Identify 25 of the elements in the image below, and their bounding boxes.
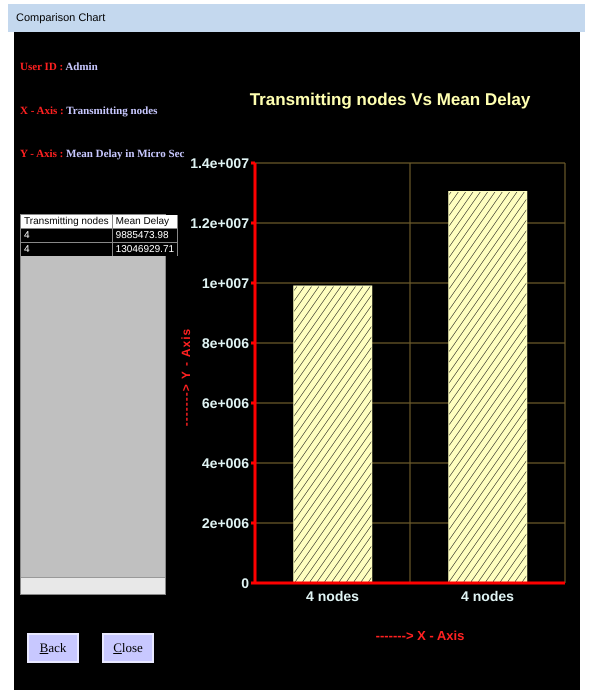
text: Back (40, 640, 66, 656)
text: Comparison Chart (8, 4, 585, 32)
text: 4 (21, 242, 112, 256)
text: 4 (21, 228, 112, 242)
text: Transmitting nodes (21, 215, 112, 228)
text: Close (113, 640, 143, 656)
y-tick-label: 4e+006 (202, 454, 250, 471)
chart-title: Transmitting nodes Vs Mean Delay (248, 90, 532, 110)
y-tick-label: 2e+006 (202, 514, 250, 531)
y-tick-label: 8e+006 (202, 334, 250, 351)
y-tick-label: 1.4e+007 (190, 154, 250, 171)
y-axis-title: -------> Y - Axis (179, 326, 193, 428)
y-tick-label: 0 (241, 574, 250, 591)
x-tick-label: 4 nodes (461, 588, 514, 604)
text: 9885473.98 (112, 228, 178, 242)
text: User ID : Admin (20, 61, 98, 73)
text: X - Axis : Transmitting nodes (20, 105, 158, 117)
x-tick-label: 4 nodes (306, 588, 360, 604)
text: Y - Axis : Mean Delay in Micro Sec (20, 148, 184, 160)
y-tick-label: 6e+006 (202, 394, 250, 411)
y-tick-label: 1e+007 (202, 274, 250, 291)
text: Mean Delay (112, 215, 178, 228)
text: 13046929.71 (112, 242, 178, 256)
y-tick-label: 1.2e+007 (190, 214, 250, 231)
x-axis-title: -------> X - Axis (374, 628, 466, 643)
